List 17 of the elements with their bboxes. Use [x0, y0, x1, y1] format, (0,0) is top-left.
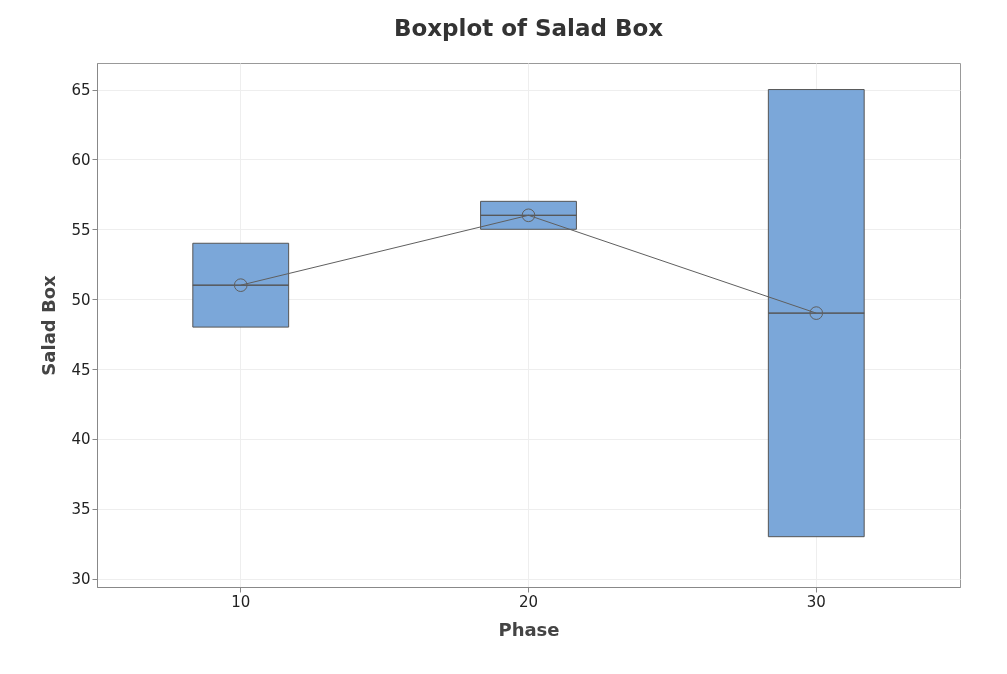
y-tick-label: 65 [71, 81, 91, 100]
y-tick-label: 30 [71, 570, 91, 589]
y-tick-label: 55 [71, 220, 91, 239]
x-tick-label: 20 [518, 592, 539, 611]
y-tick-label: 50 [71, 290, 91, 309]
y-axis-title: Salad Box [38, 274, 60, 376]
y-tick-label: 60 [71, 150, 91, 169]
x-tick-label: 30 [806, 592, 826, 611]
y-tick-label: 35 [71, 500, 91, 519]
point [521, 208, 536, 223]
x-tick-label: 10 [231, 592, 251, 611]
x-axis-title: Phase [498, 618, 560, 640]
y-tick-label: 45 [71, 360, 91, 379]
point [233, 278, 248, 292]
y-tick-label: 40 [71, 430, 91, 449]
chart-title: Boxplot of Salad Box [393, 15, 664, 41]
point [809, 306, 824, 320]
